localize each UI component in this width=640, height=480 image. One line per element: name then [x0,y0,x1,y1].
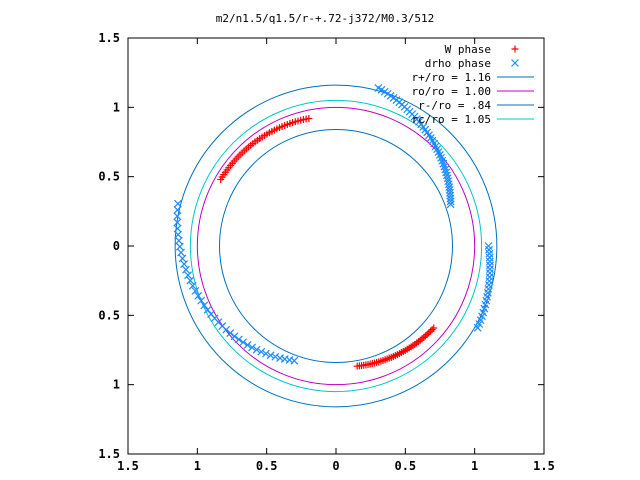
drho-phase-point [173,218,182,227]
y-tick-label: 1 [113,100,120,114]
drho-phase-point [234,335,243,344]
drho-phase-point [177,248,185,257]
w-phase-point [217,175,225,183]
chart-title: m2/n1.5/q1.5/r-+.72-j372/M0.3/512 [216,12,435,25]
drho-phase-point [374,84,383,92]
drho-phase-point [276,354,284,362]
drho-phase-point [191,286,200,295]
x-tick-label: 1 [471,459,478,473]
drho-phase-point [443,174,452,183]
drho-phase-point [174,199,182,208]
drho-phase-point [252,345,261,354]
legend-label: ro/ro = 1.00 [412,85,491,98]
drho-phase-point [485,269,494,278]
w-phase-point [420,333,428,341]
w-phase-point [427,327,435,335]
y-tick-label: 0.5 [98,308,120,322]
drho-phase-point [200,301,209,310]
x-tick-label: 0.5 [394,459,416,473]
drho-phase-point [257,347,266,356]
x-tick-label: 1.5 [117,459,139,473]
drho-phase-point [230,332,239,341]
drho-phase-point [188,281,197,290]
drho-phase-point [203,305,212,314]
legend-label: W phase [445,43,491,56]
x-tick-label: 0.5 [256,459,278,473]
y-tick-label: 1.5 [98,31,120,45]
legend-label: r+/ro = 1.16 [412,71,491,84]
y-tick-label: 0 [113,239,120,253]
drho-phase-point [243,341,252,349]
drho-phase-point [197,296,206,305]
legend-marker [511,45,519,53]
legend-label: rc/ro = 1.05 [412,113,491,126]
drho-phase-point [442,168,451,177]
drho-phase-point [184,271,192,280]
drho-phase-point [484,242,493,250]
circle-r+ro [174,84,498,408]
y-tick-label: 0.5 [98,170,120,184]
y-tick-label: 1 [113,378,120,392]
series-drho-phase [173,84,494,365]
plot-area [173,84,498,408]
drho-phase-point [271,352,280,361]
drho-phase-point [290,356,299,365]
drho-phase-point [239,338,248,347]
circle-r-ro [219,129,453,363]
y-tick-label: 1.5 [98,447,120,461]
drho-phase-point [442,171,451,180]
w-phase-point [428,326,436,334]
series-w-phase [217,115,438,370]
drho-phase-point [226,329,235,338]
drho-phase-point [182,265,190,274]
drho-phase-point [444,177,453,186]
drho-phase-point [178,254,187,263]
circle-roro [196,106,476,386]
drho-phase-point [173,206,182,214]
legend-label: r-/ro = .84 [418,99,491,112]
axis-ticks: 1.5 1 0.5 0 0.5 1 1.51.510.500.511.5 [98,31,555,473]
circle-rcro [189,99,483,393]
w-phase-point [423,330,431,338]
w-phase-point [425,329,433,337]
x-tick-label: 1.5 [533,459,555,473]
x-tick-label: 0 [332,459,339,473]
drho-phase-point [186,276,195,285]
drho-phase-point [266,351,275,360]
drho-phase-point [173,212,182,221]
w-phase-point [422,332,430,340]
legend-marker [511,59,519,67]
drho-phase-point [261,349,270,358]
drho-phase-point [486,265,494,274]
drho-phase-point [444,180,453,189]
drho-phase-point [486,261,494,270]
w-phase-point [430,324,438,332]
legend-label: drho phase [425,57,491,70]
drho-phase-point [180,260,189,269]
drho-phase-point [194,291,203,300]
drho-phase-point [173,224,182,233]
drho-phase-point [248,343,256,352]
x-tick-label: 1 [194,459,201,473]
drho-phase-point [175,242,184,251]
